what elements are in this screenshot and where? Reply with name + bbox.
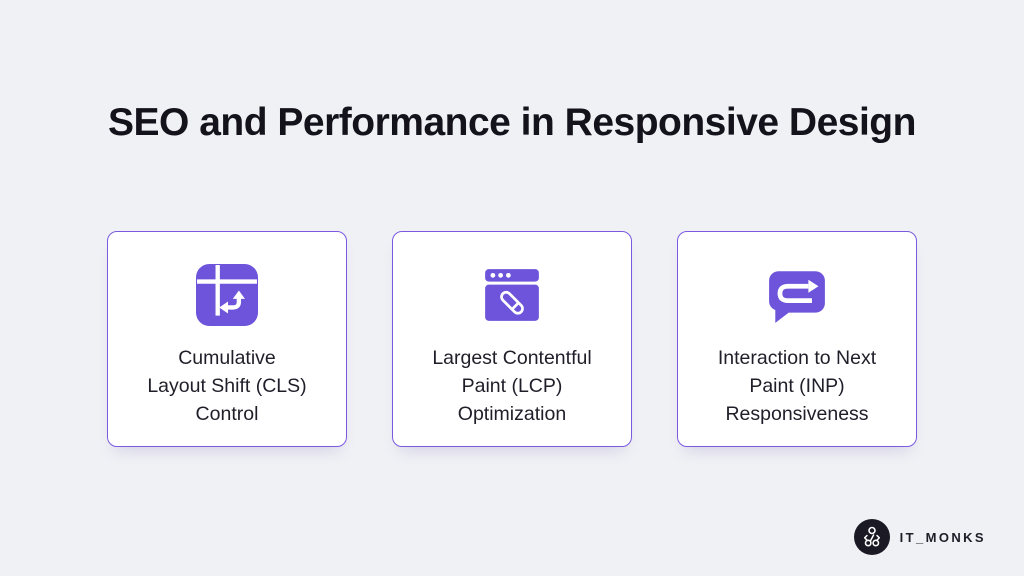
card-lcp-label: Largest Contentful Paint (LCP) Optimizat…	[432, 347, 592, 425]
card-cls: Cumulative Layout Shift (CLS) Control	[107, 231, 347, 447]
card-lcp: Largest Contentful Paint (LCP) Optimizat…	[392, 231, 632, 447]
browser-paintbrush-icon	[481, 264, 543, 326]
cards-row: Cumulative Layout Shift (CLS) Control La…	[0, 231, 1024, 447]
page-title: SEO and Performance in Responsive Design	[108, 101, 916, 144]
speech-bubble-return-arrow-icon	[766, 264, 828, 326]
monk-logo-icon	[853, 519, 890, 555]
logo-text: IT_MONKS	[899, 529, 986, 545]
card-cls-label: Cumulative Layout Shift (CLS) Control	[147, 347, 307, 425]
card-inp-label: Interaction to Next Paint (INP) Responsi…	[717, 347, 877, 425]
logo: IT_MONKS	[853, 519, 986, 555]
card-inp: Interaction to Next Paint (INP) Responsi…	[677, 231, 917, 447]
layout-shift-icon	[196, 264, 258, 326]
